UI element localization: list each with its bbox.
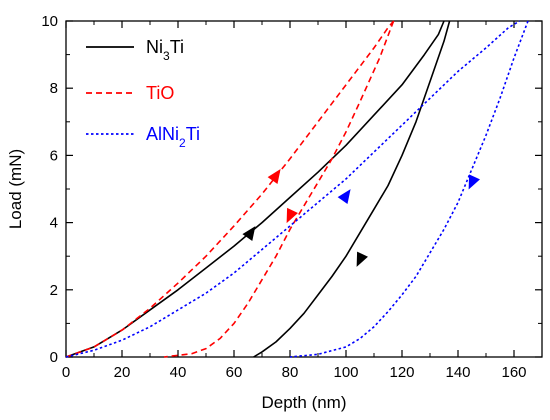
direction-arrows	[242, 169, 480, 267]
x-tick-label: 60	[226, 364, 243, 381]
series-TiO	[65, 20, 395, 358]
plot-frame	[65, 20, 543, 358]
series-line-loading	[65, 20, 395, 358]
x-tick-label: 40	[170, 364, 187, 381]
x-tick-label: 120	[389, 364, 414, 381]
y-tick-label: 0	[50, 349, 58, 366]
arrow-up-icon	[242, 226, 256, 242]
legend-label-Ni3Ti: Ni3Ti	[146, 37, 184, 63]
x-tick-label: 20	[114, 364, 131, 381]
axis-ticks	[65, 20, 542, 358]
y-tick-label: 4	[50, 215, 58, 232]
series-AlNi2Ti	[65, 20, 529, 358]
y-tick-label: 2	[50, 282, 58, 299]
legend-label-AlNi2Ti: AlNi2Ti	[146, 124, 200, 150]
y-tick-label: 6	[50, 147, 58, 164]
x-tick-label: 0	[62, 364, 70, 381]
series-layer	[65, 20, 529, 358]
arrow-up-icon	[337, 189, 351, 205]
x-axis-title: Depth (nm)	[261, 393, 346, 412]
arrow-down-icon	[286, 207, 298, 224]
series-line-loading	[65, 20, 521, 358]
chart-legend: Ni3Ti TiO AlNi2Ti	[86, 37, 200, 150]
axis-tick-labels: 0 20 40 60 80 100 120 140 160 0 2 4 6 8 10	[41, 13, 526, 381]
arrow-down-icon	[468, 174, 480, 190]
series-line-loading	[65, 20, 445, 358]
y-axis-title: Load (mN)	[6, 149, 25, 229]
x-tick-label: 100	[333, 364, 358, 381]
x-tick-label: 140	[445, 364, 470, 381]
y-tick-label: 10	[41, 13, 58, 30]
series-line-unloading	[163, 20, 395, 358]
y-tick-label: 8	[50, 80, 58, 97]
arrow-up-icon	[267, 169, 281, 184]
plot-border	[65, 20, 543, 358]
legend-label-TiO: TiO	[146, 83, 174, 103]
series-Ni3Ti	[65, 20, 451, 358]
x-tick-label: 160	[501, 364, 526, 381]
series-line-unloading	[253, 20, 451, 358]
series-line-unloading	[289, 20, 529, 358]
arrow-down-icon	[356, 251, 368, 267]
x-tick-label: 80	[282, 364, 299, 381]
